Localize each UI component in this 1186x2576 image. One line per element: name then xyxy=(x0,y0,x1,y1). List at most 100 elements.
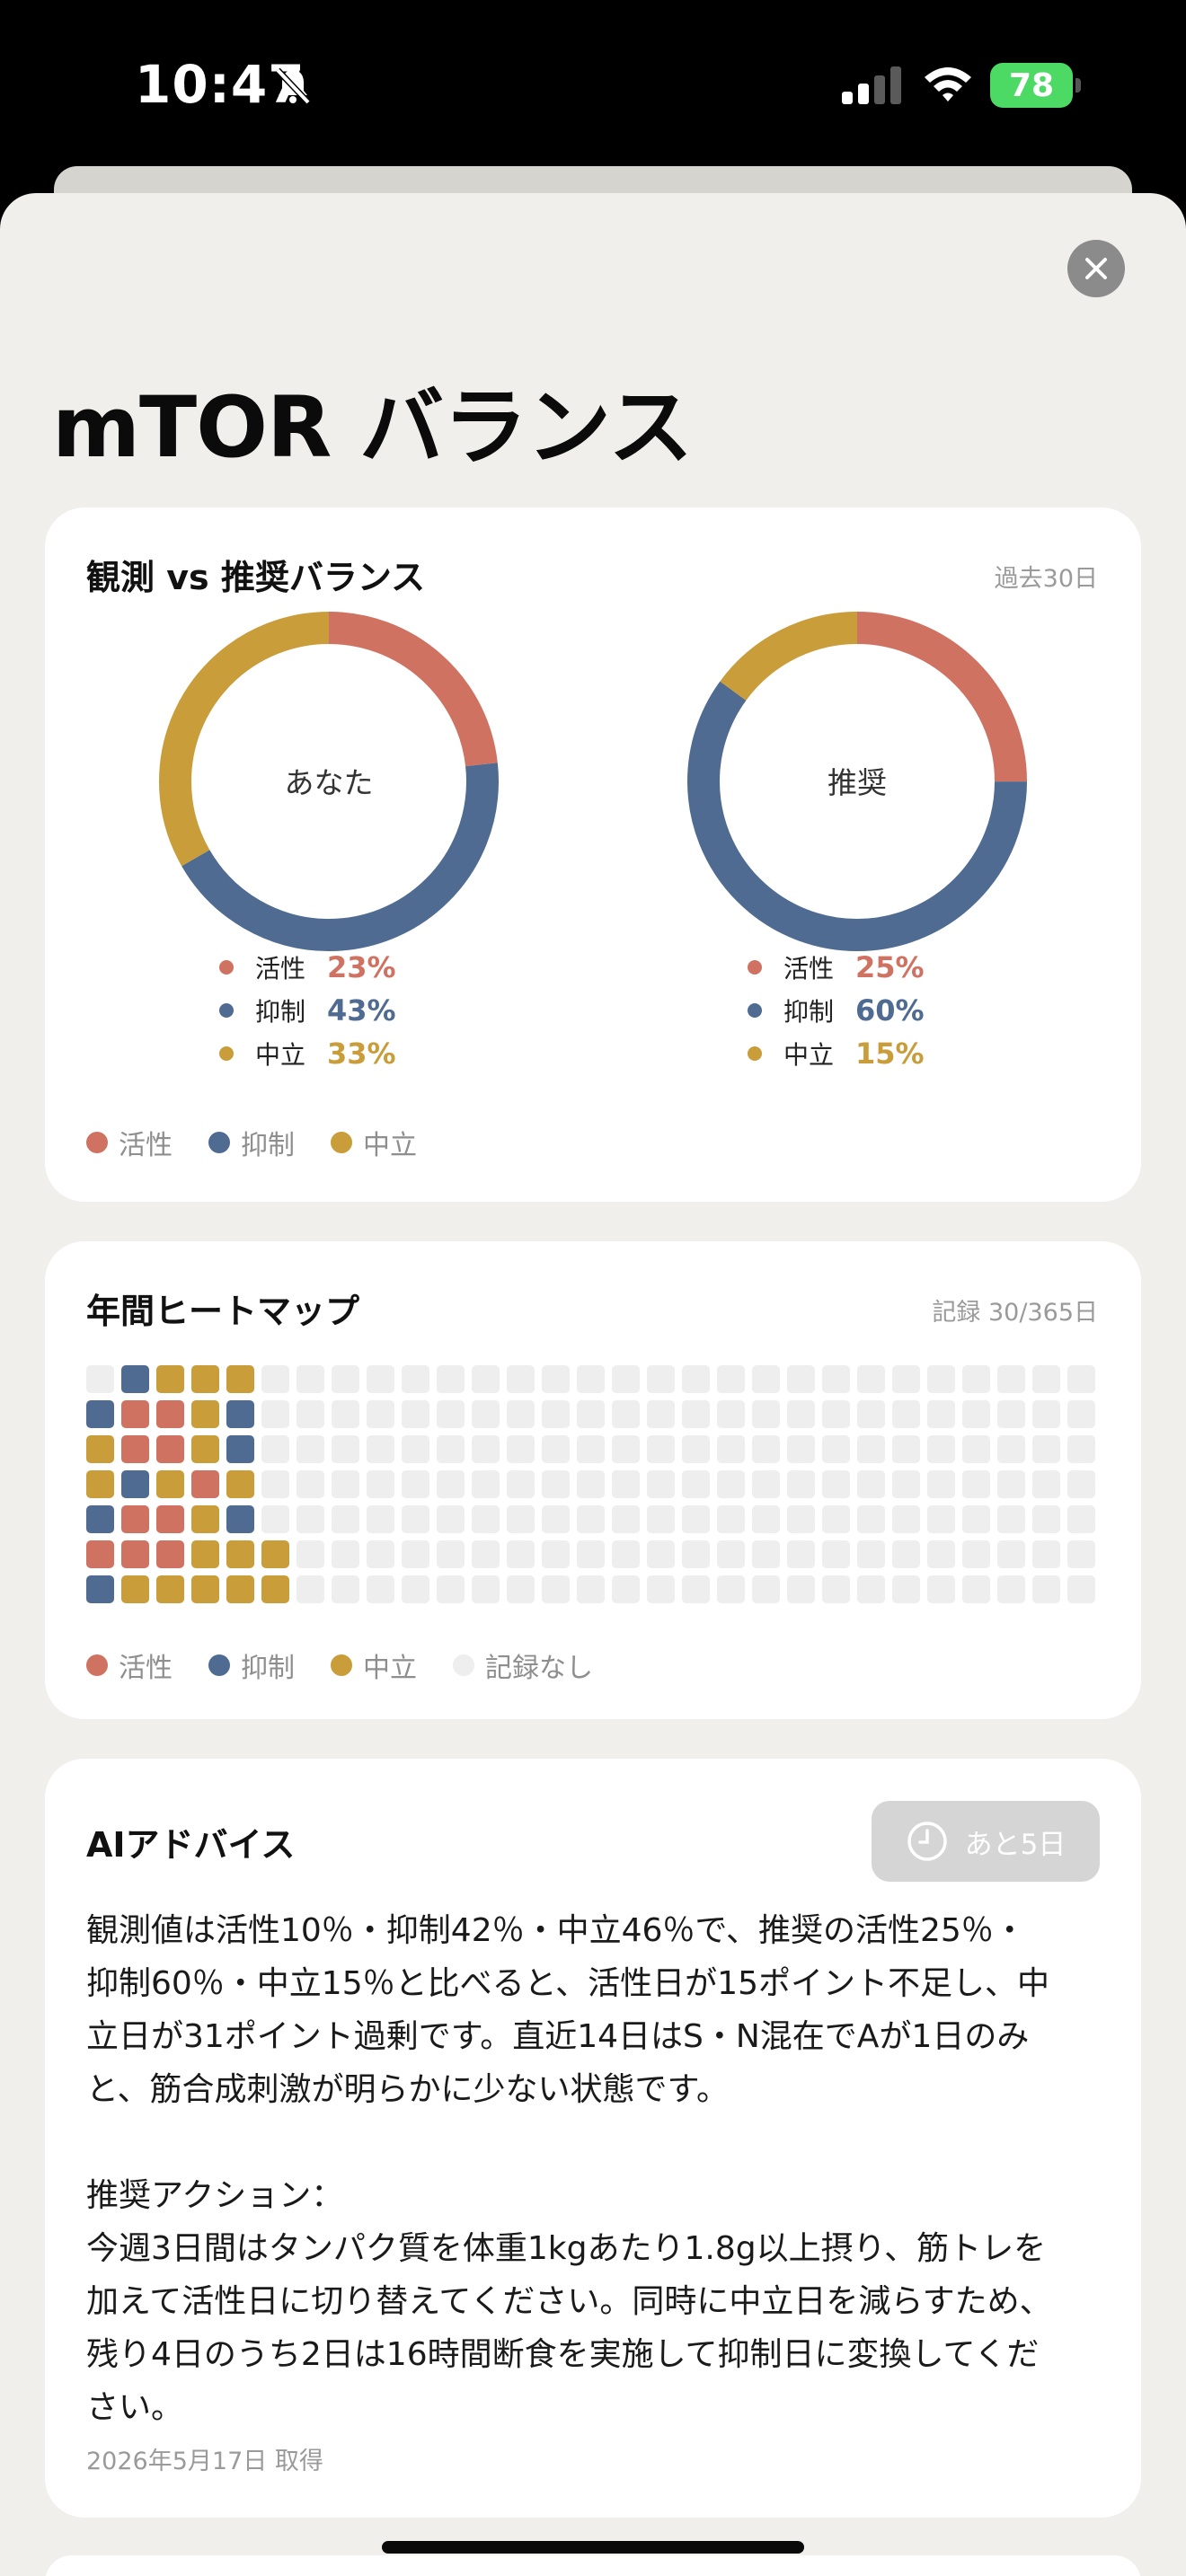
heatmap-cell xyxy=(752,1575,780,1603)
heatmap-cell xyxy=(226,1400,254,1428)
heatmap-cell xyxy=(752,1540,780,1568)
heatmap-cell xyxy=(191,1400,219,1428)
heatmap-cell xyxy=(367,1575,394,1603)
heatmap-cell xyxy=(1067,1470,1095,1498)
heatmap-cell xyxy=(647,1435,675,1463)
observed-stat-suppress: 抑制 43% xyxy=(219,992,396,1028)
heatmap-cell xyxy=(156,1540,184,1568)
battery-level: 78 xyxy=(1008,66,1055,104)
heatmap-cell xyxy=(402,1365,429,1393)
heatmap-cell xyxy=(577,1575,605,1603)
close-button[interactable] xyxy=(1067,240,1125,297)
heatmap-cell xyxy=(577,1505,605,1533)
heatmap-cell xyxy=(121,1505,149,1533)
heatmap-cell xyxy=(402,1505,429,1533)
heatmap-cell xyxy=(542,1435,570,1463)
refresh-countdown-badge[interactable]: あと5日 xyxy=(872,1801,1100,1882)
heatmap-cell xyxy=(997,1470,1025,1498)
heatmap-cell xyxy=(472,1505,500,1533)
neutral-dot xyxy=(748,1046,762,1061)
heatmap-record-count: 記録 30/365日 xyxy=(932,1299,1098,1327)
heatmap-cell xyxy=(577,1470,605,1498)
heatmap-cell xyxy=(367,1470,394,1498)
heatmap-cell xyxy=(927,1505,955,1533)
heatmap-cell xyxy=(472,1365,500,1393)
heatmap-cell xyxy=(296,1470,324,1498)
heatmap-cell xyxy=(86,1505,114,1533)
heatmap-cell xyxy=(927,1470,955,1498)
heatmap-cell xyxy=(857,1540,885,1568)
heatmap-cell xyxy=(717,1470,745,1498)
heatmap-cell xyxy=(1032,1435,1060,1463)
heatmap-cell xyxy=(296,1365,324,1393)
heatmap-cell xyxy=(332,1540,359,1568)
heatmap-cell xyxy=(156,1575,184,1603)
suppress-dot xyxy=(219,1003,234,1018)
heatmap-cell xyxy=(577,1365,605,1393)
heatmap-cell xyxy=(962,1400,990,1428)
ai-advice-body: 観測値は活性10％・抑制42％・中立46％で、推奨の活性25％・ 抑制60％・中… xyxy=(86,1912,1052,2426)
heatmap-cell xyxy=(472,1540,500,1568)
heatmap-cell xyxy=(752,1470,780,1498)
heatmap-cell xyxy=(226,1470,254,1498)
heatmap-cell xyxy=(752,1365,780,1393)
heatmap-cell xyxy=(787,1505,815,1533)
recommended-donut-chart xyxy=(687,612,1027,951)
heatmap-cell xyxy=(612,1505,640,1533)
heatmap-cell xyxy=(261,1505,289,1533)
heatmap-cell xyxy=(682,1575,710,1603)
heatmap-cell xyxy=(542,1540,570,1568)
heatmap-cell xyxy=(507,1505,535,1533)
heatmap-cell xyxy=(86,1435,114,1463)
heatmap-cell xyxy=(367,1400,394,1428)
home-indicator[interactable] xyxy=(382,2541,804,2554)
neutral-dot xyxy=(219,1046,234,1061)
recommended-stat-suppress: 抑制 60% xyxy=(748,992,925,1028)
heatmap-cell xyxy=(892,1470,920,1498)
heatmap-cell xyxy=(787,1540,815,1568)
heatmap-cell xyxy=(156,1435,184,1463)
heatmap-cell xyxy=(822,1540,850,1568)
heatmap-cell xyxy=(857,1365,885,1393)
heatmap-cell xyxy=(261,1575,289,1603)
heatmap-cell xyxy=(717,1400,745,1428)
heatmap-cell xyxy=(402,1435,429,1463)
heatmap-cell xyxy=(927,1435,955,1463)
heatmap-cell xyxy=(822,1470,850,1498)
heatmap-cell xyxy=(437,1540,465,1568)
heatmap-cell xyxy=(717,1365,745,1393)
next-card xyxy=(45,2555,1141,2576)
active-legend-dot xyxy=(86,1654,108,1676)
heatmap-cell xyxy=(857,1505,885,1533)
heatmap-cell xyxy=(542,1400,570,1428)
heatmap-cell xyxy=(156,1470,184,1498)
heatmap-cell xyxy=(612,1575,640,1603)
heatmap-cell xyxy=(682,1400,710,1428)
heatmap-cell xyxy=(261,1540,289,1568)
heatmap-cell xyxy=(1067,1435,1095,1463)
heatmap-cell xyxy=(437,1575,465,1603)
heatmap-cell xyxy=(191,1540,219,1568)
heatmap-cell xyxy=(296,1575,324,1603)
no-record-legend-dot xyxy=(453,1654,474,1676)
neutral-legend-dot xyxy=(331,1132,352,1153)
heatmap-cell xyxy=(612,1400,640,1428)
heatmap-cell xyxy=(962,1505,990,1533)
heatmap-cell xyxy=(86,1540,114,1568)
heatmap-cell xyxy=(191,1435,219,1463)
heatmap-cell xyxy=(1067,1365,1095,1393)
heatmap-cell xyxy=(121,1470,149,1498)
heatmap-cell xyxy=(717,1575,745,1603)
heatmap-cell xyxy=(612,1435,640,1463)
heatmap-cell xyxy=(542,1505,570,1533)
heatmap-cell xyxy=(892,1575,920,1603)
heatmap-cell xyxy=(156,1365,184,1393)
heatmap-cell xyxy=(121,1435,149,1463)
heatmap-cell xyxy=(927,1365,955,1393)
heatmap-cell xyxy=(822,1505,850,1533)
heatmap-cell xyxy=(437,1470,465,1498)
heatmap-cell xyxy=(191,1365,219,1393)
heatmap-cell xyxy=(857,1435,885,1463)
heatmap-cell xyxy=(191,1505,219,1533)
heatmap-cell xyxy=(1032,1470,1060,1498)
